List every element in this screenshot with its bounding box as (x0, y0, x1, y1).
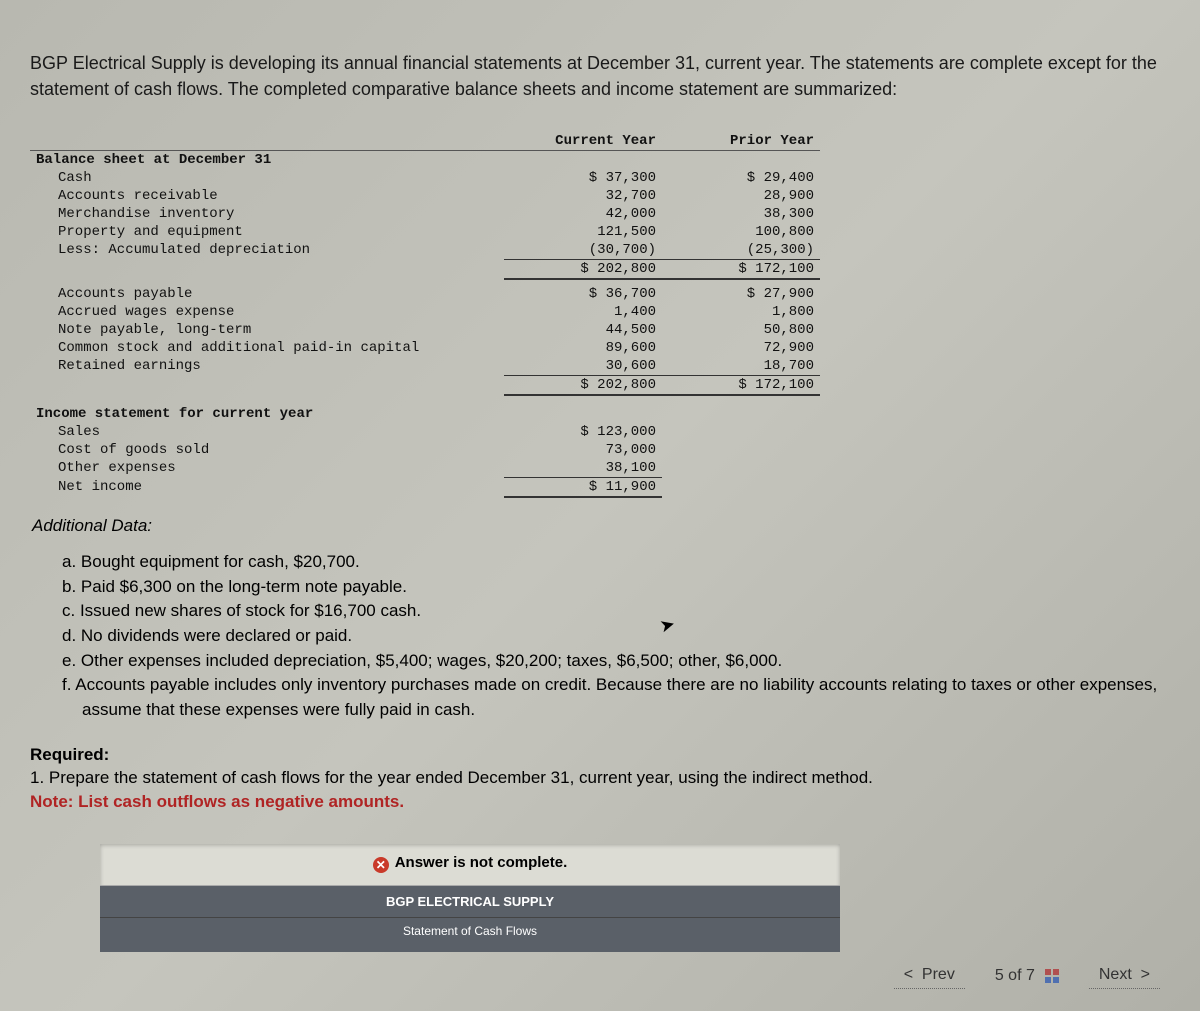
row-py: 50,800 (662, 321, 820, 339)
required-line1: 1. Prepare the statement of cash flows f… (30, 768, 873, 787)
note-b: b. Paid $6,300 on the long-term note pay… (62, 575, 1170, 600)
row-cy: 73,000 (504, 441, 662, 459)
row-cy: $ 36,700 (504, 285, 662, 303)
grid-icon[interactable] (1045, 969, 1059, 983)
total-cy: $ 202,800 (504, 260, 662, 280)
row-label: Sales (30, 423, 504, 441)
col-header-cy: Current Year (504, 132, 662, 151)
note-d: d. No dividends were declared or paid. (62, 624, 1170, 649)
notes-list: a. Bought equipment for cash, $20,700. b… (62, 550, 1170, 722)
row-cy: $ 123,000 (504, 423, 662, 441)
note-c: c. Issued new shares of stock for $16,70… (62, 599, 1170, 624)
income-title: Income statement for current year (30, 405, 504, 423)
row-py: 18,700 (662, 357, 820, 376)
row-cy: (30,700) (504, 241, 662, 260)
row-label: Note payable, long-term (30, 321, 504, 339)
net-cy: $ 11,900 (504, 478, 662, 498)
row-label: Less: Accumulated depreciation (30, 241, 504, 260)
note-a: a. Bought equipment for cash, $20,700. (62, 550, 1170, 575)
required-line2: Note: List cash outflows as negative amo… (30, 792, 404, 811)
row-cy: 32,700 (504, 187, 662, 205)
row-label: Cash (30, 169, 504, 187)
answer-block: ✕ Answer is not complete. BGP ELECTRICAL … (100, 844, 840, 952)
total-cy: $ 202,800 (504, 376, 662, 396)
row-label: Merchandise inventory (30, 205, 504, 223)
prev-button[interactable]: < Prev (894, 962, 965, 989)
net-label: Net income (30, 478, 504, 498)
row-cy: 44,500 (504, 321, 662, 339)
answer-statement-title: Statement of Cash Flows (100, 918, 840, 944)
row-py: 1,800 (662, 303, 820, 321)
total-py: $ 172,100 (662, 376, 820, 396)
required-block: Required: 1. Prepare the statement of ca… (30, 743, 1170, 814)
required-label: Required: (30, 745, 109, 764)
col-header-py: Prior Year (662, 132, 820, 151)
navigation-bar: < Prev 5 of 7 Next > (894, 962, 1160, 989)
row-label: Accounts receivable (30, 187, 504, 205)
not-complete-text: Answer is not complete. (395, 854, 568, 871)
balance-title: Balance sheet at December 31 (30, 151, 504, 170)
answer-company: BGP ELECTRICAL SUPPLY (100, 886, 840, 918)
row-cy: 89,600 (504, 339, 662, 357)
note-f: f. Accounts payable includes only invent… (62, 673, 1170, 722)
row-py: 72,900 (662, 339, 820, 357)
row-cy: 121,500 (504, 223, 662, 241)
financial-table: Current Year Prior Year Balance sheet at… (30, 132, 820, 498)
row-py: 100,800 (662, 223, 820, 241)
row-label: Retained earnings (30, 357, 504, 376)
row-label: Cost of goods sold (30, 441, 504, 459)
row-cy: 1,400 (504, 303, 662, 321)
row-cy: $ 37,300 (504, 169, 662, 187)
row-cy: 38,100 (504, 459, 662, 478)
pager: 5 of 7 (995, 967, 1059, 985)
row-label: Property and equipment (30, 223, 504, 241)
x-icon: ✕ (373, 857, 389, 873)
total-py: $ 172,100 (662, 260, 820, 280)
row-label: Accrued wages expense (30, 303, 504, 321)
pager-text: 5 of 7 (995, 967, 1035, 985)
row-label: Common stock and additional paid-in capi… (30, 339, 504, 357)
row-cy: 30,600 (504, 357, 662, 376)
row-py: $ 29,400 (662, 169, 820, 187)
row-label: Other expenses (30, 459, 504, 478)
next-button[interactable]: Next > (1089, 962, 1160, 989)
intro-text: BGP Electrical Supply is developing its … (30, 50, 1170, 102)
row-py: (25,300) (662, 241, 820, 260)
additional-data-label: Additional Data: (32, 516, 1170, 536)
row-py: $ 27,900 (662, 285, 820, 303)
row-label: Accounts payable (30, 285, 504, 303)
answer-not-complete: ✕ Answer is not complete. (100, 844, 840, 886)
note-e: e. Other expenses included depreciation,… (62, 649, 1170, 674)
row-py: 38,300 (662, 205, 820, 223)
row-cy: 42,000 (504, 205, 662, 223)
row-py: 28,900 (662, 187, 820, 205)
